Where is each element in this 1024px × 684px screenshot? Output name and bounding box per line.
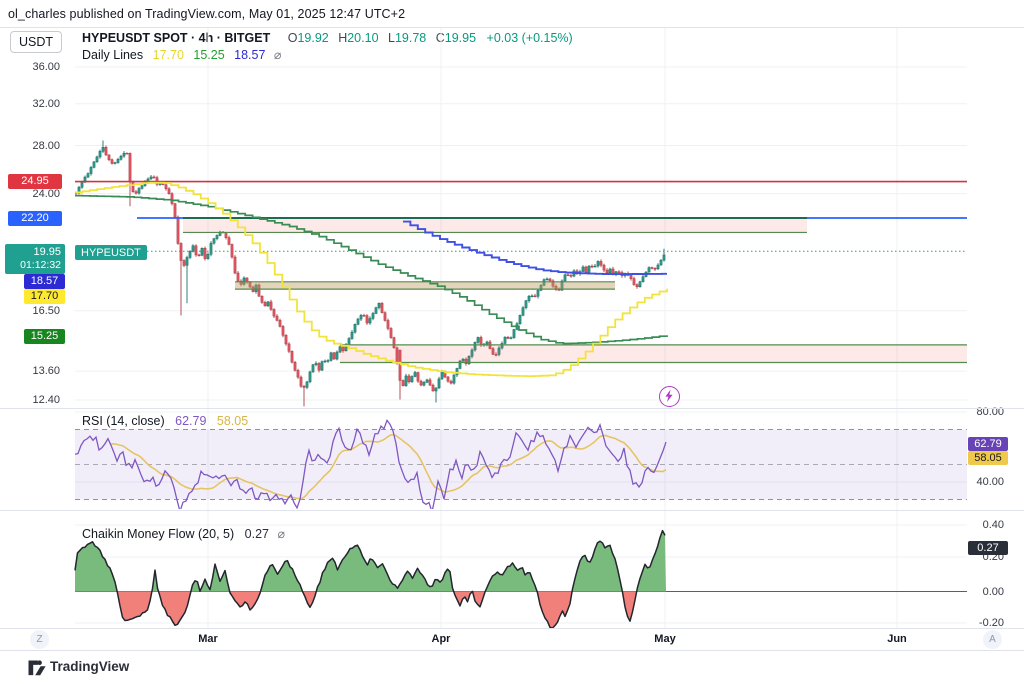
moving-averages-layer: [75, 181, 668, 377]
ohlc-high-label: H: [338, 31, 348, 45]
levels-layer: [75, 180, 967, 252]
pane-divider-cmf: [0, 510, 1024, 511]
rsi-title: RSI (14, close): [82, 414, 165, 428]
ohlc-open-value: 19.92: [297, 31, 329, 45]
rsi-ma-value: 58.05: [216, 414, 249, 428]
cmf-pane: [74, 529, 967, 629]
attribution-text: ol_charles published on TradingView.com,…: [8, 7, 406, 21]
currency-toggle-button[interactable]: USDT: [10, 31, 62, 53]
avg-symbol: ⌀: [273, 48, 282, 62]
symbol-title: HYPEUSDT SPOT · 4h · BITGET: [82, 31, 271, 45]
rsi-header: RSI (14, close) 62.79 58.05: [82, 414, 248, 428]
cmf-title: Chaikin Money Flow (20, 5): [82, 527, 235, 541]
cmf-header: Chaikin Money Flow (20, 5) 0.27 ⌀: [82, 526, 285, 541]
cmf-value: 0.27: [244, 527, 269, 541]
header-divider: [0, 27, 1024, 28]
bottom-divider: [0, 650, 1024, 651]
tradingview-wordmark: TradingView: [50, 659, 130, 674]
daily-lines-legend: Daily Lines 17.70 15.25 18.57 ⌀: [82, 47, 281, 62]
ohlc-low-value: 19.78: [394, 31, 427, 45]
ohlc-open-label: O: [287, 31, 298, 45]
ohlc-low-label: L: [388, 31, 395, 45]
rsi-pane: [75, 418, 967, 509]
timezone-button[interactable]: Z: [30, 630, 49, 649]
time-axis-divider: [0, 628, 1024, 629]
tradingview-logo-icon: [28, 660, 46, 676]
daily-yellow-value: 17.70: [152, 48, 184, 62]
ohlc-close-value: 19.95: [444, 31, 477, 45]
gridlines: [75, 28, 967, 628]
rsi-value: 62.79: [175, 414, 207, 428]
lightning-icon: [665, 389, 673, 402]
lightning-button[interactable]: [659, 386, 680, 407]
ohlc-change: +0.03 (+0.15%): [486, 31, 573, 45]
symbol-legend: HYPEUSDT SPOT · 4h · BITGET O19.92 H20.1…: [82, 31, 573, 45]
ohlc-high-value: 20.10: [347, 31, 379, 45]
zones-layer: [183, 217, 967, 364]
daily-blue-value: 18.57: [234, 48, 266, 62]
daily-green-value: 15.25: [193, 48, 225, 62]
pane-divider-rsi: [0, 408, 1024, 409]
ohlc-close-label: C: [435, 31, 445, 45]
scale-adjust-button[interactable]: A: [983, 630, 1002, 649]
candles-layer: [75, 140, 666, 407]
cmf-avg-symbol: ⌀: [277, 527, 285, 541]
daily-lines-label: Daily Lines: [82, 48, 144, 62]
